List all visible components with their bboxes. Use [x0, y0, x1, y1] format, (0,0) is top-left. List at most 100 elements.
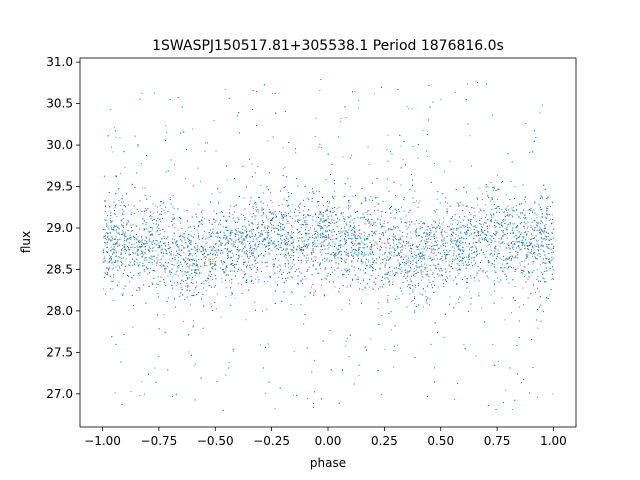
data-point — [338, 136, 339, 138]
data-point — [161, 266, 163, 268]
data-point — [421, 261, 422, 263]
data-point — [352, 195, 354, 197]
data-point — [437, 286, 439, 288]
data-point — [250, 231, 252, 233]
data-point — [422, 271, 424, 273]
data-point — [221, 278, 223, 280]
data-point — [266, 265, 268, 267]
data-point — [427, 258, 429, 260]
data-point — [275, 211, 276, 213]
data-point — [170, 254, 172, 256]
data-point — [452, 258, 454, 260]
data-point — [108, 254, 110, 256]
data-point — [424, 290, 426, 292]
data-point — [342, 216, 344, 218]
data-point — [255, 257, 257, 259]
data-point — [315, 221, 317, 223]
data-point — [132, 326, 134, 328]
data-point — [211, 248, 213, 250]
data-point — [174, 226, 176, 228]
data-point — [245, 267, 247, 269]
data-point — [233, 265, 234, 266]
data-point — [180, 264, 182, 265]
data-point — [353, 269, 355, 271]
data-point — [373, 223, 375, 225]
data-point — [511, 312, 512, 314]
data-point — [524, 248, 525, 249]
data-point — [426, 267, 428, 269]
data-point — [158, 244, 160, 246]
data-point — [494, 290, 496, 292]
data-point — [383, 226, 385, 227]
data-point — [183, 320, 185, 322]
data-point — [253, 238, 254, 240]
data-point — [418, 249, 420, 251]
data-point — [267, 245, 269, 247]
data-point — [525, 247, 526, 249]
data-point — [443, 221, 444, 223]
data-point — [106, 247, 108, 249]
data-point — [170, 247, 171, 248]
data-point — [521, 212, 523, 214]
data-point — [140, 246, 141, 247]
data-point — [426, 229, 428, 231]
data-point — [236, 249, 238, 251]
data-point — [528, 244, 530, 246]
data-point — [257, 262, 259, 263]
data-point — [142, 263, 144, 264]
data-point — [368, 259, 370, 261]
data-point — [258, 211, 259, 213]
data-point — [322, 218, 324, 220]
data-point — [155, 250, 157, 252]
data-point — [432, 245, 434, 247]
data-point — [150, 268, 152, 269]
data-point — [529, 241, 531, 243]
data-point — [543, 231, 545, 232]
data-point — [475, 215, 477, 217]
data-point — [197, 247, 199, 249]
data-point — [508, 209, 509, 211]
data-point — [387, 239, 388, 241]
data-point — [187, 271, 189, 273]
data-point — [356, 244, 357, 246]
data-point — [428, 255, 430, 257]
data-point — [141, 163, 142, 165]
data-point — [525, 201, 526, 203]
data-point — [221, 262, 223, 264]
data-point — [170, 260, 172, 262]
data-point — [550, 206, 551, 207]
data-point — [522, 242, 524, 244]
data-point — [547, 235, 549, 237]
data-point — [368, 286, 370, 288]
data-point — [357, 281, 359, 283]
data-point — [421, 264, 423, 266]
data-point — [155, 264, 157, 266]
data-point — [457, 239, 459, 240]
data-point — [396, 246, 398, 247]
data-point — [108, 268, 110, 270]
data-point — [535, 257, 537, 258]
data-point — [497, 253, 498, 255]
data-point — [419, 266, 421, 268]
data-point — [424, 258, 425, 260]
data-point — [149, 216, 151, 217]
data-point — [464, 232, 466, 234]
data-point — [137, 247, 139, 249]
data-point — [306, 261, 307, 263]
data-point — [551, 260, 553, 262]
data-point — [474, 245, 476, 247]
data-point — [490, 265, 492, 267]
data-point — [270, 236, 272, 238]
data-point — [227, 240, 229, 241]
data-point — [291, 254, 293, 256]
data-point — [435, 255, 437, 256]
data-point — [121, 234, 122, 235]
data-point — [144, 393, 145, 395]
data-point — [413, 268, 415, 269]
data-point — [345, 117, 347, 119]
data-point — [183, 299, 185, 300]
data-point — [279, 247, 281, 248]
data-point — [262, 224, 264, 226]
data-point — [439, 270, 441, 272]
data-point — [336, 247, 338, 249]
